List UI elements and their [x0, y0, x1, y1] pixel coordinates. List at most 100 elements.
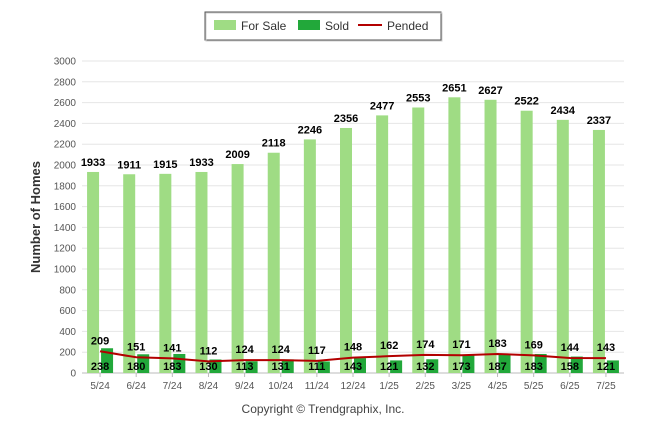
legend-swatch-sold: [298, 20, 320, 30]
data-label-sold: 130: [199, 361, 217, 373]
legend-label-for-sale: For Sale: [241, 19, 287, 33]
x-tick-label: 7/24: [163, 381, 183, 392]
y-tick-label: 1400: [54, 223, 77, 234]
x-tick-label: 3/25: [452, 381, 472, 392]
data-label-for-sale: 2522: [514, 96, 538, 108]
bar-for-sale: [484, 99, 497, 374]
data-label-for-sale: 2246: [298, 124, 322, 136]
y-tick-label: 2600: [54, 98, 77, 109]
bar-for-sale: [340, 127, 352, 373]
data-label-sold: 183: [163, 361, 181, 373]
bar-sold: [245, 361, 258, 373]
data-label-sold: 111: [308, 361, 325, 373]
x-tick-label: 11/24: [305, 381, 330, 392]
y-tick-label: 3000: [54, 57, 77, 68]
data-label-pended: 124: [272, 344, 291, 356]
bar-for-sale: [159, 173, 172, 373]
data-label-sold: 183: [524, 361, 542, 373]
bar-for-sale: [412, 107, 425, 373]
bar-sold: [317, 361, 330, 373]
data-label-for-sale: 2434: [551, 105, 576, 117]
data-label-pended: 151: [127, 341, 145, 353]
data-label-for-sale: 2009: [225, 149, 249, 161]
data-label-sold: 143: [344, 361, 362, 373]
bar-for-sale: [195, 171, 208, 373]
data-label-pended: 209: [91, 335, 109, 347]
data-label-sold: 173: [452, 361, 470, 373]
data-label-for-sale: 2337: [587, 115, 611, 127]
data-label-for-sale: 1911: [117, 159, 141, 171]
bar-for-sale: [123, 174, 136, 373]
data-label-pended: 183: [488, 338, 506, 350]
data-label-pended: 162: [380, 340, 398, 352]
y-tick-label: 1600: [54, 202, 77, 213]
bar-sold: [390, 360, 403, 373]
data-label-pended: 143: [597, 342, 615, 354]
bar-sold: [426, 359, 439, 373]
bar-sold: [209, 359, 222, 373]
y-tick-label: 2200: [54, 140, 77, 151]
x-tick-label: 7/25: [596, 381, 616, 392]
data-label-for-sale: 2477: [370, 100, 394, 112]
legend-label-sold: Sold: [325, 19, 349, 33]
y-tick-label: 2800: [54, 77, 77, 88]
legend-box: [204, 11, 442, 41]
data-label-sold: 131: [272, 361, 290, 373]
data-label-sold: 113: [236, 361, 254, 373]
data-label-for-sale: 1933: [81, 157, 105, 169]
data-label-pended: 174: [416, 339, 435, 351]
data-label-sold: 180: [127, 361, 145, 373]
bar-for-sale: [376, 115, 389, 373]
data-label-sold: 187: [488, 361, 506, 373]
bar-sold: [462, 355, 475, 373]
x-tick-label: 8/24: [199, 381, 219, 392]
bar-for-sale: [520, 110, 533, 373]
data-label-sold: 121: [380, 361, 398, 373]
copyright-credit: Copyright © Trendgraphix, Inc.: [241, 402, 405, 416]
data-label-pended: 171: [452, 339, 470, 351]
x-tick-label: 5/24: [90, 381, 110, 392]
y-tick-label: 0: [70, 369, 76, 380]
bar-sold: [137, 354, 150, 373]
data-label-pended: 144: [561, 342, 580, 354]
x-tick-label: 2/25: [416, 381, 436, 392]
data-label-for-sale: 2627: [478, 85, 502, 97]
legend-shadow: [205, 12, 443, 42]
x-tick-label: 5/25: [524, 381, 544, 392]
legend-swatch-for-sale: [214, 20, 236, 30]
bar-for-sale: [592, 129, 605, 373]
bar-for-sale: [448, 97, 461, 374]
y-tick-label: 1200: [54, 244, 77, 255]
data-label-pended: 169: [524, 339, 542, 351]
bar-sold: [101, 348, 114, 373]
bar-for-sale: [556, 119, 569, 373]
data-label-pended: 148: [344, 342, 362, 354]
bar-for-sale: [87, 171, 100, 373]
y-tick-label: 200: [59, 348, 76, 359]
y-tick-label: 2400: [54, 119, 77, 130]
y-axis-label: Number of Homes: [28, 161, 43, 273]
x-tick-label: 6/24: [126, 381, 146, 392]
legend-label-pended: Pended: [387, 19, 428, 33]
data-label-sold: 121: [597, 361, 615, 373]
bar-for-sale: [267, 152, 280, 373]
x-tick-label: 10/24: [268, 381, 293, 392]
data-label-for-sale: 2118: [262, 138, 286, 150]
y-tick-label: 2000: [54, 161, 77, 172]
x-tick-label: 6/25: [560, 381, 580, 392]
x-tick-label: 12/24: [340, 381, 365, 392]
x-tick-label: 9/24: [235, 381, 255, 392]
y-tick-label: 600: [59, 306, 76, 317]
y-tick-label: 1800: [54, 181, 77, 192]
y-tick-label: 1000: [54, 265, 77, 276]
bar-sold: [606, 360, 619, 373]
data-label-pended: 124: [235, 344, 254, 356]
y-tick-label: 800: [59, 285, 76, 296]
data-label-for-sale: 2356: [334, 113, 358, 125]
bar-for-sale: [303, 139, 316, 373]
data-label-for-sale: 2651: [442, 82, 466, 94]
data-label-pended: 117: [308, 345, 326, 357]
data-label-sold: 238: [91, 361, 109, 373]
plot-area: 0 200 400 600 800 1000 1200 1400 1600 1800 2000 220…: [54, 57, 624, 392]
